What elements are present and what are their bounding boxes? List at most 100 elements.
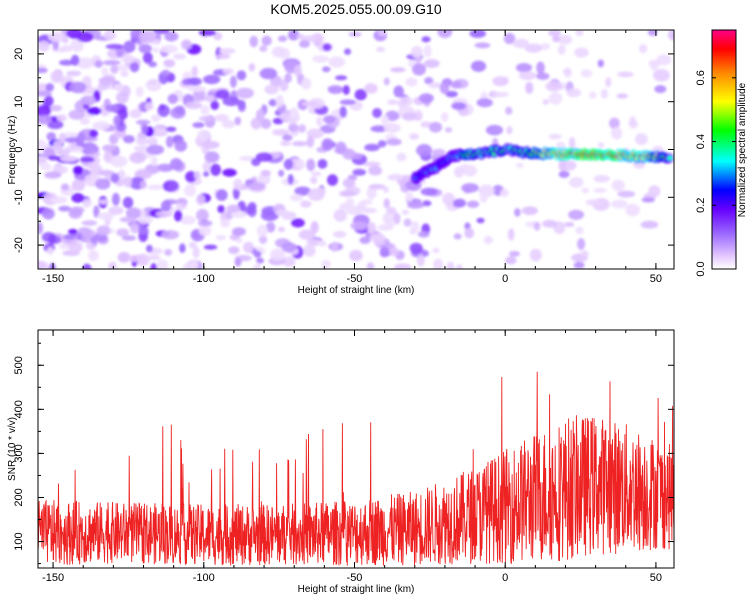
heatmap-cell [432,247,440,254]
heatmap-cell [306,135,315,148]
heatmap-cell [38,155,48,166]
heatmap-cell [198,115,214,122]
heatmap-cell [79,118,90,125]
heatmap-cell [536,72,550,80]
heatmap-cell [354,89,367,101]
heatmap-cell [279,79,289,92]
heatmap-cell [198,225,212,236]
heatmap-cell [69,81,87,94]
heatmap-cell [589,91,597,99]
heatmap-cell [150,262,158,269]
heatmap-cell [483,235,493,245]
heatmap-cell [364,143,380,152]
heatmap-cell [282,256,296,267]
heatmap-cell [574,47,589,58]
heatmap-cell [357,200,367,212]
heatmap-cell [485,124,504,136]
heatmap-cell [203,74,221,85]
heatmap-cell [321,259,331,269]
spectrogram-y-tick-label: -20 [13,237,25,253]
heatmap-cell [300,200,312,208]
snr-y-tick-label: 400 [13,400,25,418]
heatmap-cell [203,244,218,250]
heatmap-cell [123,135,135,144]
heatmap-cell [264,84,279,95]
heatmap-cell [564,221,575,228]
heatmap-cell [80,156,95,163]
colorbar: 0.0 0.2 0.4 0.6 Normalized spectral amplitu… [695,29,748,277]
heatmap-cell [476,98,493,108]
heatmap-cell [450,80,462,89]
heatmap-cell [287,30,300,41]
heatmap-cell [148,61,157,68]
heatmap-cell [162,180,179,192]
heatmap-cell [81,144,100,154]
heatmap-cell [339,106,347,118]
heatmap-cell [103,30,117,41]
heatmap-cell [179,215,196,225]
heatmap-cell [453,166,465,178]
heatmap-cell [525,81,534,94]
heatmap-cell [512,38,530,49]
heatmap-cell [625,203,640,217]
snr-x-tick-label: 50 [650,572,662,584]
heatmap-cell [98,199,110,205]
heatmap-cell [345,198,355,207]
heatmap-cell [359,236,371,244]
heatmap-cell [38,91,53,97]
heatmap-cell [45,82,55,92]
heatmap-cell [71,192,85,203]
heatmap-cell [150,114,161,122]
heatmap-cell [41,207,55,220]
heatmap-cell [44,95,54,107]
heatmap-cell [408,133,420,140]
heatmap-cell [298,229,316,240]
heatmap-cell [323,115,336,124]
heatmap-cell [256,257,264,264]
heatmap-cell [261,35,272,46]
heatmap-cell [256,224,268,237]
heatmap-cell [260,118,272,129]
heatmap-cell [46,247,54,255]
heatmap-cell [298,124,306,133]
heatmap-cell [248,63,256,72]
heatmap-cell [161,69,171,77]
heatmap-cell [597,59,604,68]
heatmap-cell [38,67,48,74]
heatmap-cell [638,44,648,54]
heatmap-cell [350,221,368,231]
heatmap-cell [135,119,151,125]
heatmap-cell [181,39,192,50]
heatmap-cell [342,85,350,95]
heatmap-cell [322,66,331,73]
heatmap-cell [164,31,179,42]
heatmap-cell [156,163,174,172]
heatmap-cell [295,159,304,169]
heatmap-cell [326,174,339,186]
heatmap-cell [377,140,387,148]
heatmap-cell [654,85,667,94]
heatmap-cell [247,202,257,211]
heatmap-cell [368,183,386,190]
heatmap-cell [352,168,367,176]
heatmap-cell [236,87,254,99]
heatmap-cell [92,121,110,131]
heatmap-cell [60,44,73,53]
heatmap-cell [316,116,323,127]
heatmap-cell [505,256,517,265]
heatmap-cell [49,262,56,269]
heatmap-cell [301,77,312,90]
heatmap-cell [59,155,78,162]
heatmap-cell [423,44,432,58]
heatmap-cell [418,93,434,104]
spectrogram-x-label: Height of straight line (km) [298,285,415,296]
heatmap-cell [284,73,292,83]
heatmap-cell [147,136,158,147]
heatmap-cell [105,43,124,50]
heatmap-cell [617,190,636,198]
heatmap-cell [202,140,220,149]
heatmap-cell [253,250,262,258]
heatmap-cell [156,259,169,269]
heatmap-cell [164,248,173,256]
heatmap-cell [401,209,410,215]
